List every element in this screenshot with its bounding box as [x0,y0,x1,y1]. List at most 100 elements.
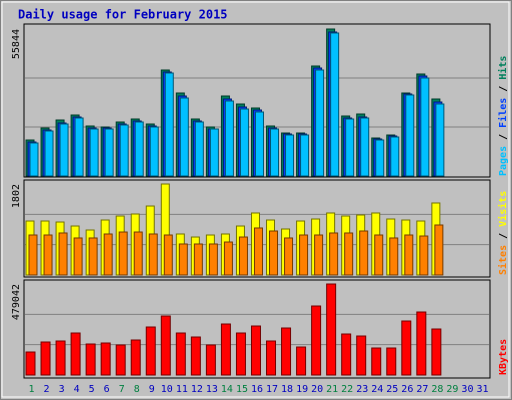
bar [85,343,96,376]
bar [25,351,36,376]
x-tick-label: 12 [191,384,203,395]
bar [375,139,385,177]
y-tick-label: 479042 [11,284,22,320]
bar [341,333,352,376]
x-tick-label: 20 [311,384,323,395]
bar [238,236,248,276]
bar [100,342,111,376]
bar [269,230,279,276]
bar [43,234,53,276]
bar [133,231,143,276]
x-tick-label: 4 [74,384,80,395]
legend-entry: Files [497,98,509,128]
x-tick-label: 10 [161,384,173,395]
bar [163,234,173,276]
bar [405,94,415,177]
bar [435,103,445,177]
legend-entry: Visits [497,191,509,227]
bar [296,346,307,376]
x-tick-label: 28 [431,384,443,395]
legend-separator: / [498,80,509,98]
bar [285,134,295,177]
bar [103,233,113,276]
bar [209,128,219,177]
bar [389,237,399,276]
bar [239,108,249,177]
bar [434,224,444,276]
x-tick-label: 5 [89,384,95,395]
bar [223,241,233,276]
x-tick-label: 31 [476,384,488,395]
bar [58,232,68,276]
bar [419,235,429,276]
legend: KBytes [498,339,509,375]
bar [314,234,324,276]
bar [118,231,128,276]
bar [205,344,216,376]
bar [254,111,264,177]
bar [329,232,339,276]
legend: Pages / Files / Hits [497,56,509,176]
bar [311,305,322,376]
x-tick-label: 19 [296,384,308,395]
bar [224,100,234,177]
x-tick-label: 11 [176,384,188,395]
x-tick-label: 14 [221,384,233,395]
bar [119,124,129,177]
x-tick-label: 17 [266,384,278,395]
y-tick-label: 55844 [11,29,22,59]
bar [360,117,370,177]
legend-entry: KBytes [498,339,509,375]
bar [420,77,430,177]
bar [149,126,159,177]
bar [134,121,144,177]
bar [73,237,83,276]
bar [28,234,38,276]
x-tick-label: 18 [281,384,293,395]
legend-entry: Sites [497,245,509,275]
bar [208,243,218,276]
x-tick-label: 2 [44,384,50,395]
x-tick-label: 25 [386,384,398,395]
x-tick-label: 3 [59,384,65,395]
x-tick-label: 15 [236,384,248,395]
bar [300,134,310,177]
bar [281,327,292,376]
bar [315,69,325,177]
legend-entry: Hits [497,56,509,80]
x-tick-label: 8 [134,384,140,395]
x-tick-label: 7 [119,384,125,395]
bar [88,237,98,276]
bar [390,136,400,177]
bar [326,283,337,376]
bar [345,118,355,177]
bar [270,128,280,177]
bar [104,128,114,177]
bar [160,315,171,376]
bar [330,32,340,177]
x-tick-label: 6 [104,384,110,395]
legend: Sites / Visits [497,191,509,275]
bar [344,232,354,276]
x-tick-label: 16 [251,384,263,395]
bar [401,320,412,376]
bar [220,323,231,376]
x-tick-label: 27 [416,384,428,395]
bar [74,117,84,177]
x-tick-label: 9 [149,384,155,395]
x-tick-label: 23 [356,384,368,395]
x-tick-label: 29 [446,384,458,395]
bar [431,328,442,376]
bar [70,332,81,376]
bar [299,234,309,276]
bar [284,237,294,276]
y-tick-label: 1802 [11,184,22,208]
bar [164,72,174,177]
bar [356,335,367,376]
bar [44,130,54,177]
bar [29,142,39,177]
bar [130,339,141,376]
bar [40,341,51,376]
